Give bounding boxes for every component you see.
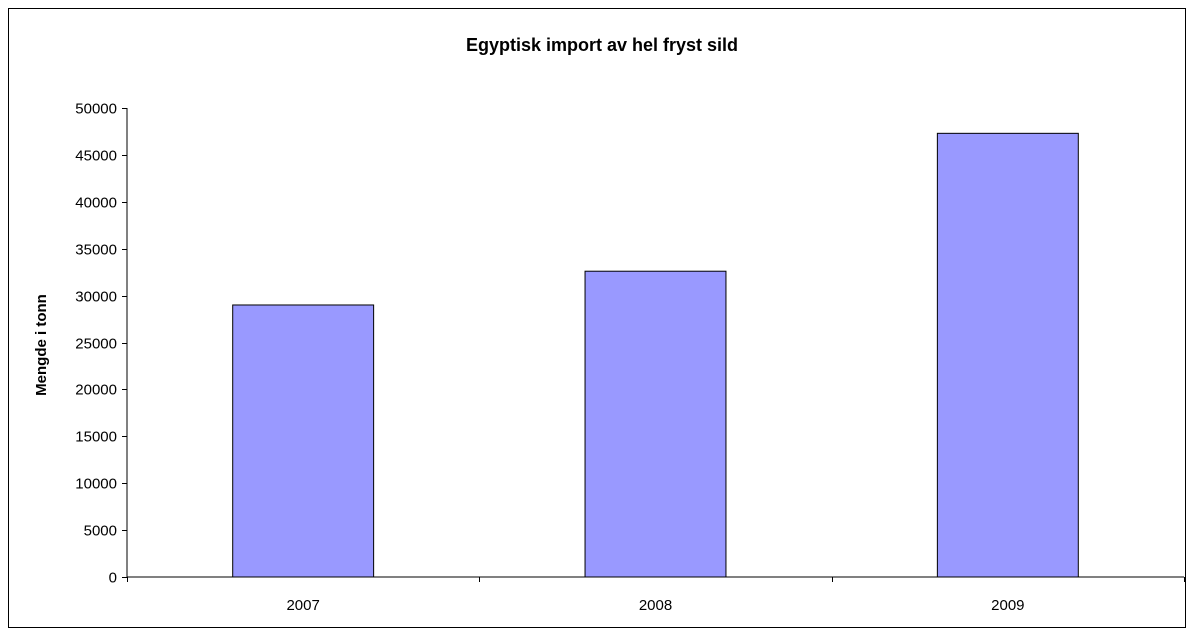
y-tick-label: 15000 — [75, 429, 117, 446]
bar-2008 — [584, 270, 727, 578]
x-tick-label: 2007 — [286, 597, 319, 614]
y-tick-label: 30000 — [75, 289, 117, 306]
y-tick-label: 40000 — [75, 195, 117, 212]
y-axis-label: Mengde i tonn — [33, 294, 50, 396]
bar-2007 — [232, 304, 375, 578]
y-tick-label: 20000 — [75, 382, 117, 399]
x-tick-label: 2009 — [991, 597, 1024, 614]
bar-2009 — [936, 132, 1079, 578]
y-tick-label: 50000 — [75, 101, 117, 118]
y-tick-label: 5000 — [84, 523, 117, 540]
y-tick-label: 0 — [109, 570, 117, 587]
chart-title: Egyptisk import av hel fryst sild — [466, 35, 738, 55]
x-tick-label: 2008 — [639, 597, 672, 614]
y-tick-label: 35000 — [75, 242, 117, 259]
y-tick-label: 45000 — [75, 148, 117, 165]
y-tick-label: 10000 — [75, 476, 117, 493]
plot-area: 0 5000 10000 15000 20000 25000 30000 35000 40000… — [75, 101, 1185, 614]
y-tick-label: 25000 — [75, 336, 117, 353]
